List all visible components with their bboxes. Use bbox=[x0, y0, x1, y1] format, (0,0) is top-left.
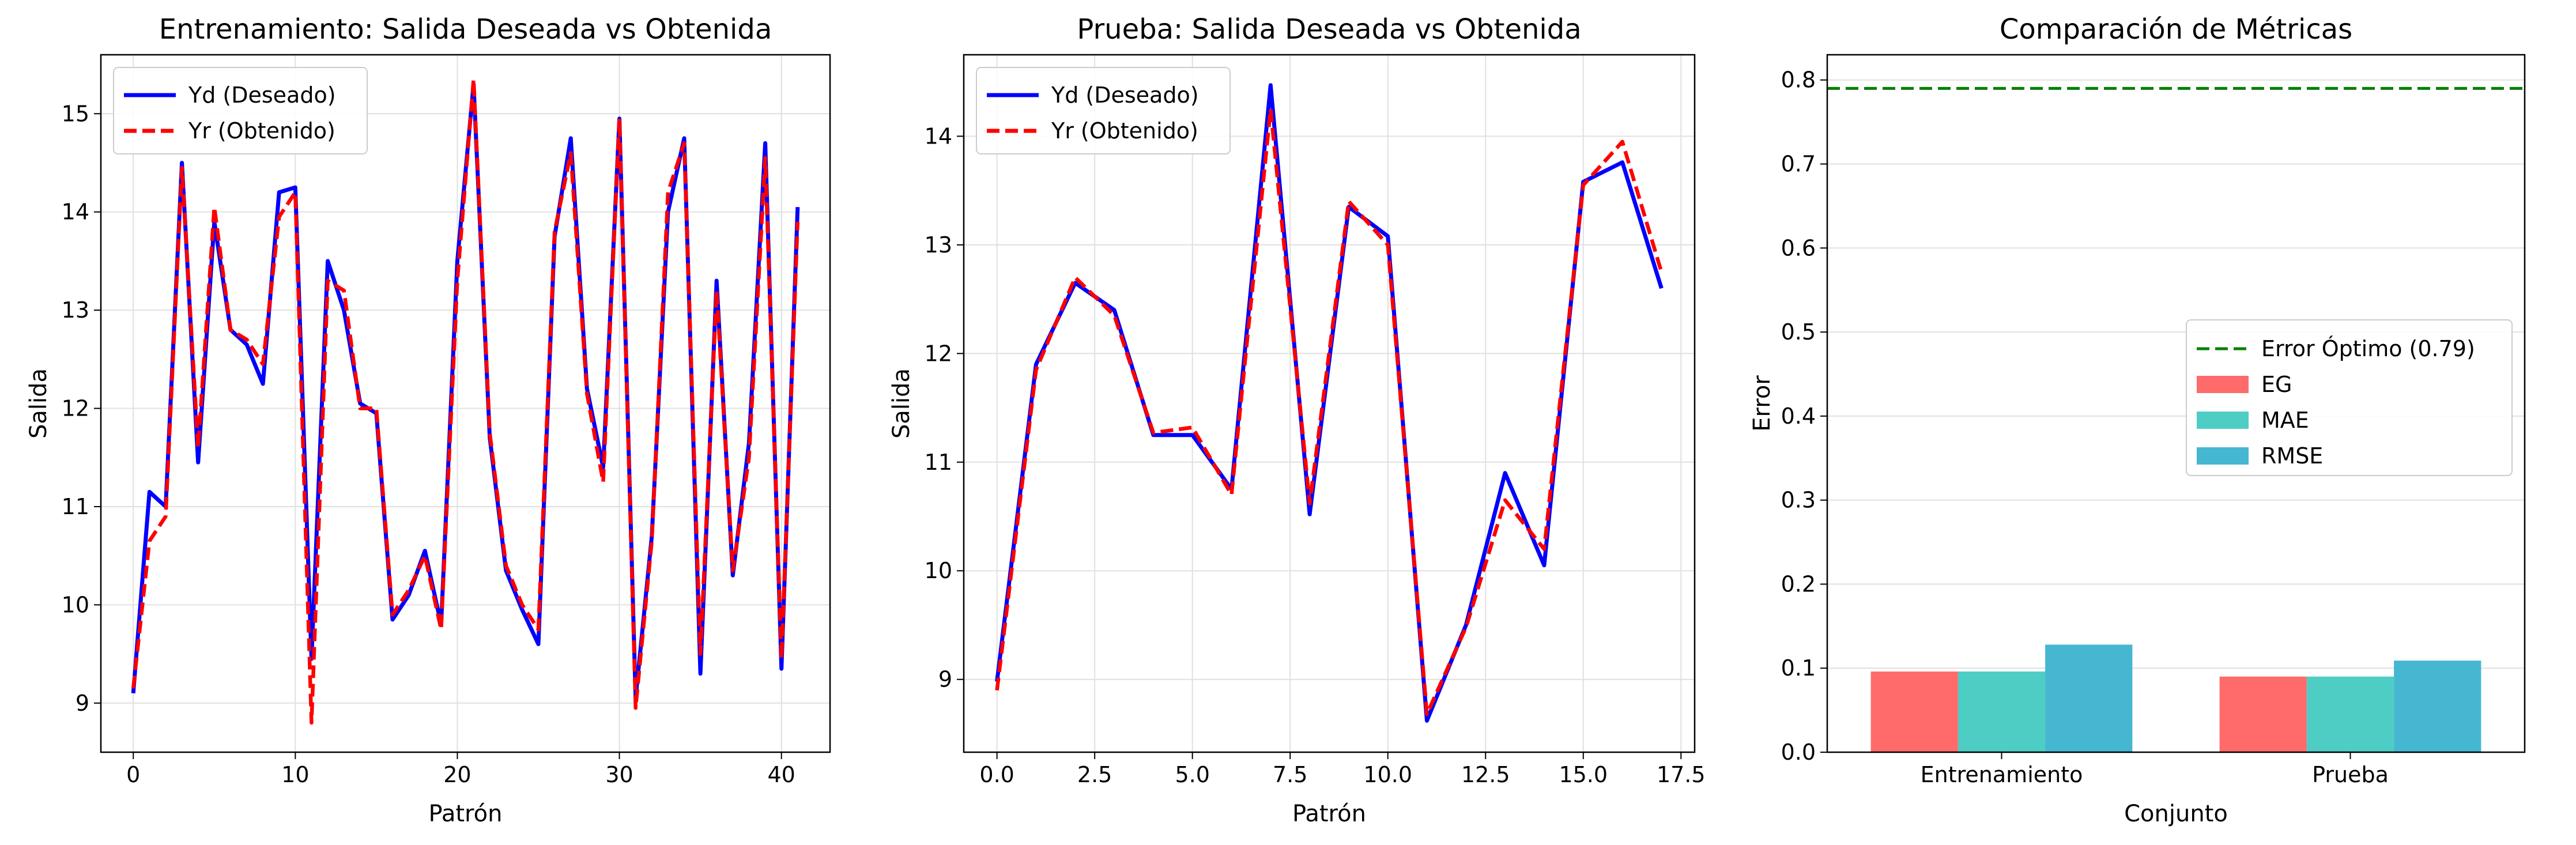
x-tick-label: 0 bbox=[126, 762, 140, 787]
bar-mae bbox=[1958, 672, 2046, 752]
training-chart: 0 10 20 30 40 9 10 11 12 13 14 15 Entrenamiento: Sal… bbox=[25, 13, 831, 827]
y-tick-label: 0.5 bbox=[1781, 319, 1816, 345]
legend-box bbox=[976, 67, 1231, 154]
bar-eg bbox=[1870, 672, 1958, 752]
legend-entry: RMSE bbox=[2261, 443, 2323, 469]
y-tick-label: 0.2 bbox=[1781, 571, 1816, 597]
legend-entry: Yd (Deseado) bbox=[188, 82, 336, 108]
x-tick-label: 10 bbox=[281, 762, 309, 787]
y-tick-label: 11 bbox=[925, 450, 952, 475]
axes-frame bbox=[100, 54, 831, 753]
x-axis-label: Patrón bbox=[429, 801, 503, 827]
y-tick-label: 14 bbox=[925, 123, 952, 149]
y-tick-label: 14 bbox=[62, 199, 89, 225]
bar-eg bbox=[2219, 676, 2307, 752]
legend-entry: Yr (Obtenido) bbox=[188, 118, 335, 144]
x-tick-label: 30 bbox=[605, 762, 633, 787]
legend: Error Óptimo (0.79) EG MAE RMSE bbox=[2186, 319, 2513, 476]
x-tick-label: 0.0 bbox=[979, 762, 1014, 787]
y-tick-label: 13 bbox=[62, 297, 89, 323]
legend-entry: Yr (Obtenido) bbox=[1051, 118, 1198, 144]
y-tick-label: 0.0 bbox=[1781, 740, 1816, 765]
x-tick-label: Entrenamiento bbox=[1921, 762, 2083, 787]
bar-mae bbox=[2306, 676, 2394, 752]
series-line-obtenido bbox=[131, 77, 800, 725]
chart-title: Prueba: Salida Deseada vs Obtenida bbox=[1077, 13, 1581, 46]
y-tick-label: 0.4 bbox=[1781, 403, 1816, 429]
x-axis-label: Conjunto bbox=[2124, 801, 2228, 827]
series-line-deseado bbox=[995, 83, 1664, 723]
x-tick-label: 5.0 bbox=[1175, 762, 1209, 787]
bar-rmse bbox=[2394, 661, 2481, 752]
x-tick-label: 7.5 bbox=[1273, 762, 1307, 787]
legend-swatch bbox=[2197, 412, 2249, 429]
legend-swatch bbox=[2197, 447, 2249, 465]
y-tick-label: 15 bbox=[62, 101, 89, 126]
legend-box bbox=[2186, 319, 2513, 476]
x-tick-label: 2.5 bbox=[1077, 762, 1112, 787]
legend-entry: Error Óptimo (0.79) bbox=[2261, 336, 2475, 361]
legend-box bbox=[113, 67, 368, 154]
y-axis-label: Salida bbox=[888, 368, 915, 439]
legend: Yd (Deseado) Yr (Obtenido) bbox=[113, 67, 368, 154]
y-axis-label: Salida bbox=[25, 368, 52, 439]
y-tick-label: 0.3 bbox=[1781, 488, 1816, 513]
y-tick-label: 12 bbox=[62, 396, 89, 421]
x-tick-label: 17.5 bbox=[1657, 762, 1706, 787]
chart-title: Comparación de Métricas bbox=[2000, 13, 2352, 46]
x-tick-label: 40 bbox=[767, 762, 795, 787]
x-tick-label: 20 bbox=[443, 762, 471, 787]
y-tick-label: 13 bbox=[925, 232, 952, 258]
y-tick-label: 9 bbox=[938, 667, 952, 692]
legend-swatch bbox=[2197, 376, 2249, 393]
axes-frame bbox=[963, 54, 1696, 753]
metrics-chart: 0.0 0.1 0.2 0.3 0.4 0.5 0.6 0.7 0.8 Entrenamiento… bbox=[1749, 13, 2526, 827]
y-tick-label: 10 bbox=[62, 592, 89, 617]
y-tick-label: 9 bbox=[76, 691, 89, 716]
y-tick-label: 0.1 bbox=[1781, 655, 1816, 681]
x-tick-label: 10.0 bbox=[1363, 762, 1412, 787]
y-tick-label: 12 bbox=[925, 341, 952, 366]
chart-title: Entrenamiento: Salida Deseada vs Obtenid… bbox=[159, 13, 772, 46]
axes-frame bbox=[1826, 54, 2526, 753]
x-tick-label: 12.5 bbox=[1461, 762, 1510, 787]
series-line-obtenido bbox=[995, 107, 1664, 716]
x-tick-label: 15.0 bbox=[1559, 762, 1608, 787]
y-axis-label: Error bbox=[1749, 375, 1775, 432]
legend-entry: Yd (Deseado) bbox=[1051, 82, 1199, 108]
legend-entry: EG bbox=[2261, 372, 2292, 397]
y-tick-label: 0.6 bbox=[1781, 235, 1816, 261]
y-tick-label: 10 bbox=[925, 558, 952, 583]
y-tick-label: 11 bbox=[62, 494, 89, 519]
y-tick-label: 0.7 bbox=[1781, 152, 1816, 177]
legend: Yd (Deseado) Yr (Obtenido) bbox=[976, 67, 1231, 154]
bar-rmse bbox=[2045, 644, 2133, 752]
test-chart: 0.0 2.5 5.0 7.5 10.0 12.5 15.0 17.5 9 10 11 12 13 14 P… bbox=[888, 13, 1706, 827]
y-tick-label: 0.8 bbox=[1781, 67, 1816, 93]
x-axis-label: Patrón bbox=[1292, 801, 1366, 827]
legend-entry: MAE bbox=[2261, 408, 2309, 433]
x-tick-label: Prueba bbox=[2312, 762, 2389, 787]
